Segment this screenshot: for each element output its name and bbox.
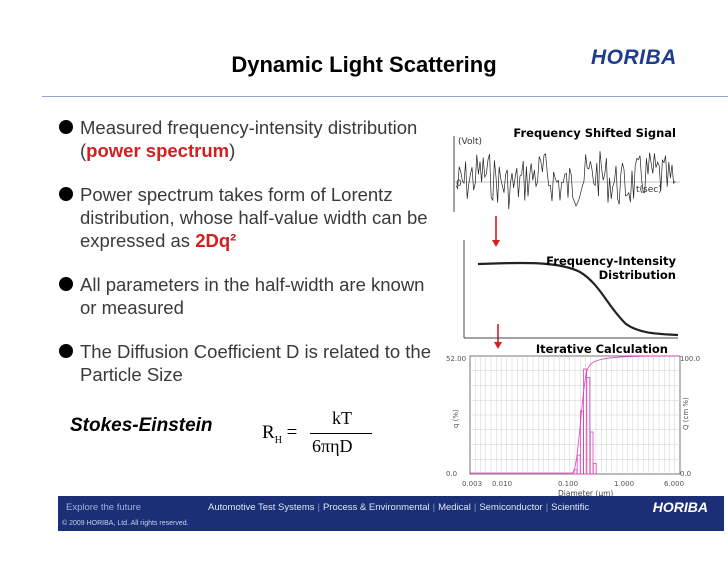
bullet-emphasis: power spectrum (86, 140, 230, 161)
footer-link[interactable]: Automotive Test Systems (208, 502, 315, 513)
bullet-dot-icon (59, 187, 73, 201)
bullet-text-end: ) (229, 140, 236, 161)
equation-lhs: RH = (262, 422, 298, 446)
fraction-bar (310, 433, 372, 434)
calc-yrmax: 100.0 (680, 355, 700, 363)
equation-numerator: kT (332, 408, 352, 428)
title-divider (42, 96, 728, 97)
histogram-bar (589, 431, 594, 475)
calc-histogram (470, 355, 681, 475)
footer-bar: Explore the future Automotive Test Syste… (58, 496, 724, 519)
signal-ylabel: (Volt) (458, 137, 482, 147)
bullet-text: Power spectrum takes form of Lorentz dis… (80, 184, 428, 251)
bullet-emphasis: 2Dq² (195, 230, 237, 251)
calc-panel-label: Iterative Calculation (535, 342, 668, 356)
bullet-dot-icon (59, 120, 73, 134)
arrow-head-icon (494, 342, 502, 349)
equation-label: Stokes-Einstein (70, 415, 213, 436)
calc-yrmin: 0.0 (680, 470, 691, 478)
equation-denominator: 6πηD (312, 436, 353, 456)
bullet-item: Measured frequency-intensity distributio… (58, 116, 438, 162)
bullet-list: Measured frequency-intensity distributio… (58, 116, 438, 407)
footer-link[interactable]: Scientific (551, 502, 590, 513)
signal-trace (455, 151, 676, 210)
footer-link[interactable]: Semiconductor (479, 502, 543, 513)
calc-xtick: 6.000 (664, 480, 684, 488)
calc-ymin: 0.0 (446, 470, 457, 478)
slide-title: Dynamic Light Scattering (231, 52, 497, 77)
bullet-dot-icon (59, 277, 73, 291)
stokes-einstein-equation: RH = kT 6πηD (262, 408, 372, 458)
calc-ymax: 52.00 (446, 355, 466, 363)
calc-ylabel: q (%) (452, 409, 460, 428)
footer-link[interactable]: Process & Environmental (322, 502, 430, 513)
copyright: © 2009 HORIBA, Ltd. All rights reserved. (62, 520, 189, 527)
bullet-item: All parameters in the half-width are kno… (58, 273, 438, 319)
footer-links: Automotive Test Systems | Process & Enviro… (208, 502, 590, 513)
dls-figure: (Volt) 0 t(sec) 52.00 0.0 100.0 0.0 q (%… (446, 136, 700, 497)
footer-logo: HORIBA (652, 499, 708, 515)
calc-xtick: 0.100 (558, 480, 578, 488)
histogram-bar (592, 463, 597, 475)
bullet-item: The Diffusion Coefficient D is related t… (58, 340, 438, 386)
cumulative-curve (470, 355, 681, 474)
signal-zero: 0 (456, 179, 462, 189)
footer-link[interactable]: Medical (438, 502, 471, 513)
calc-xtick: 0.010 (492, 480, 512, 488)
bullet-item: Power spectrum takes form of Lorentz dis… (58, 183, 438, 252)
calc-grid (470, 356, 680, 474)
signal-xlabel: t(sec) (636, 185, 662, 195)
signal-panel-label: Frequency Shifted Signal (513, 126, 676, 140)
arrow-head-icon (492, 240, 500, 247)
bullet-text: All parameters in the half-width are kno… (80, 274, 425, 318)
bullet-text: Measured frequency-intensity distributio… (80, 117, 418, 161)
bullet-text: The Diffusion Coefficient D is related t… (80, 341, 432, 385)
horiba-logo: HORIBA (591, 46, 677, 69)
calc-xtick: 1.000 (614, 480, 634, 488)
lorentz-curve (477, 261, 679, 337)
calc-yrlabel: Q (cm %) (682, 397, 690, 430)
spectrum-panel-label: Frequency-Intensity Distribution (546, 254, 676, 282)
footer-tagline: Explore the future (66, 502, 141, 513)
calc-xlabel: Diameter (µm) (558, 489, 613, 497)
histogram-bar (586, 376, 591, 475)
calc-xtick: 0.003 (462, 480, 482, 488)
footer-strip (58, 519, 724, 531)
bullet-dot-icon (59, 344, 73, 358)
